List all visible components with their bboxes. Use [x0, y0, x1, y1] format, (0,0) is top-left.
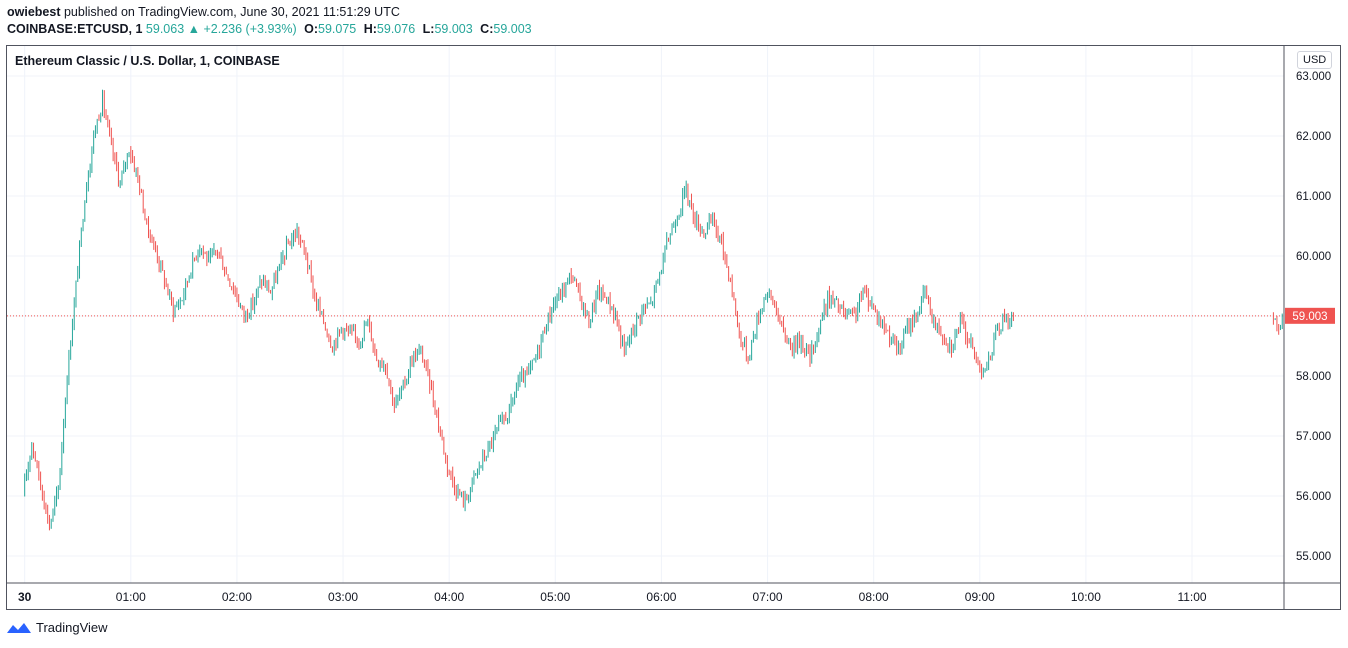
symbol-label: COINBASE:ETCUSD, 1 [7, 22, 143, 36]
x-tick-label: 01:00 [116, 590, 146, 604]
y-tick-label: 55.000 [1296, 551, 1331, 563]
y-tick-label: 61.000 [1296, 191, 1331, 203]
x-tick-label: 30 [18, 590, 32, 604]
close-label: C: [480, 22, 494, 36]
current-price-badge [1285, 307, 1335, 324]
chart-frame[interactable] [6, 45, 1341, 610]
high-value: 59.076 [376, 22, 416, 36]
currency-button[interactable]: USD [1297, 51, 1333, 69]
close-value: 59.003 [493, 22, 532, 36]
x-tick-label: 06:00 [646, 590, 676, 604]
price-change: +2.236 (+3.93%) [203, 22, 297, 36]
y-tick-label: 57.000 [1296, 431, 1331, 443]
chart-title: Ethereum Classic / U.S. Dollar, 1, COINB… [15, 54, 280, 68]
high-label: H: [363, 22, 377, 36]
x-tick-label: 03:00 [328, 590, 358, 604]
y-tick-label: 56.000 [1296, 491, 1331, 503]
footer-brand-label: TradingView [36, 620, 108, 635]
up-triangle-icon: ▲ [187, 22, 201, 36]
y-tick-label: 60.000 [1296, 251, 1331, 263]
open-label: O: [304, 22, 318, 36]
low-value: 59.003 [434, 22, 473, 36]
x-tick-label: 05:00 [540, 590, 570, 604]
x-tick-label: 02:00 [222, 590, 252, 604]
x-tick-label: 09:00 [965, 590, 995, 604]
author-name[interactable]: owiebest [7, 5, 61, 19]
open-value: 59.075 [318, 22, 357, 36]
tradingview-logo-icon [7, 622, 31, 633]
footer-brand[interactable]: TradingView [6, 620, 108, 635]
y-tick-label: 62.000 [1296, 131, 1331, 143]
x-tick-label: 08:00 [859, 590, 889, 604]
low-label: L: [422, 22, 435, 36]
ohlc-legend: COINBASE:ETCUSD, 1 59.063 ▲ +2.236 (+3.9… [7, 22, 532, 36]
current-price-label: 59.003 [1292, 311, 1327, 323]
y-tick-label: 58.000 [1296, 371, 1331, 383]
x-tick-label: 10:00 [1071, 590, 1101, 604]
x-tick-label: 07:00 [753, 590, 783, 604]
last-price: 59.063 [145, 22, 185, 36]
y-tick-label: 63.000 [1296, 71, 1331, 83]
x-tick-label: 04:00 [434, 590, 464, 604]
publish-text: published on TradingView.com, June 30, 2… [63, 5, 400, 19]
x-tick-label: 11:00 [1177, 590, 1206, 604]
publish-info: owiebest published on TradingView.com, J… [7, 5, 400, 19]
